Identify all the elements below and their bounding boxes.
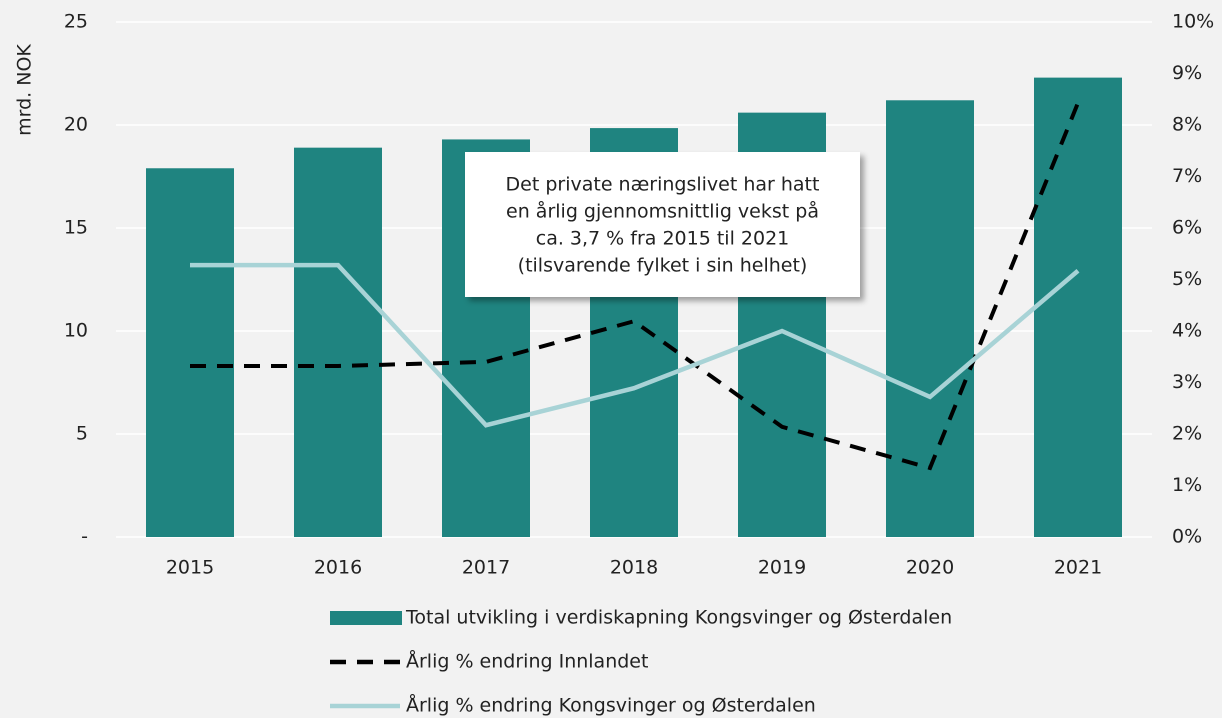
y-tick-label: 10 [64, 320, 88, 342]
y2-tick-label: 8% [1172, 114, 1202, 136]
x-tick-label: 2021 [1054, 557, 1102, 579]
y2-tick-label: 5% [1172, 268, 1202, 290]
y2-tick-label: 4% [1172, 320, 1202, 342]
x-tick-label: 2020 [906, 557, 954, 579]
x-tick-label: 2017 [462, 557, 510, 579]
y-tick-label: - [81, 526, 88, 548]
bar [1034, 77, 1122, 538]
y2-tick-label: 9% [1172, 62, 1202, 84]
y2-tick-label: 3% [1172, 371, 1202, 393]
bar [294, 147, 382, 537]
x-tick-label: 2015 [166, 557, 214, 579]
annotation-text: (tilsvarende fylket i sin helhet) [518, 255, 808, 277]
x-tick-label: 2016 [314, 557, 362, 579]
y-axis-label: mrd. NOK [14, 44, 36, 136]
line [190, 262, 1080, 428]
annotation-text: Det private næringslivet har hatt [506, 174, 820, 196]
y2-tick-label: 7% [1172, 165, 1202, 187]
legend-label: Årlig % endring Innlandet [406, 650, 648, 673]
annotation-text: en årlig gjennomsnittlig vekst på [506, 200, 819, 223]
y2-tick-label: 2% [1172, 423, 1202, 445]
annotation-text: ca. 3,7 % fra 2015 til 2021 [536, 228, 790, 250]
y-tick-label: 15 [64, 217, 88, 239]
annotation-box [465, 152, 860, 297]
legend-label: Årlig % endring Kongsvinger og Østerdale… [406, 694, 816, 717]
x-tick-label: 2018 [610, 557, 658, 579]
y-tick-label: 20 [64, 114, 88, 136]
y-tick-label: 25 [64, 11, 88, 33]
legend-swatch [330, 611, 402, 625]
x-tick-label: 2019 [758, 557, 806, 579]
y2-tick-label: 10% [1172, 11, 1214, 33]
y-tick-label: 5 [76, 423, 88, 445]
legend-label: Total utvikling i verdiskapning Kongsvin… [405, 607, 952, 629]
line [190, 102, 1080, 471]
y2-tick-label: 6% [1172, 217, 1202, 239]
y2-tick-label: 0% [1172, 526, 1202, 548]
bar [146, 168, 234, 537]
y2-tick-label: 1% [1172, 474, 1202, 496]
bar [886, 100, 974, 537]
